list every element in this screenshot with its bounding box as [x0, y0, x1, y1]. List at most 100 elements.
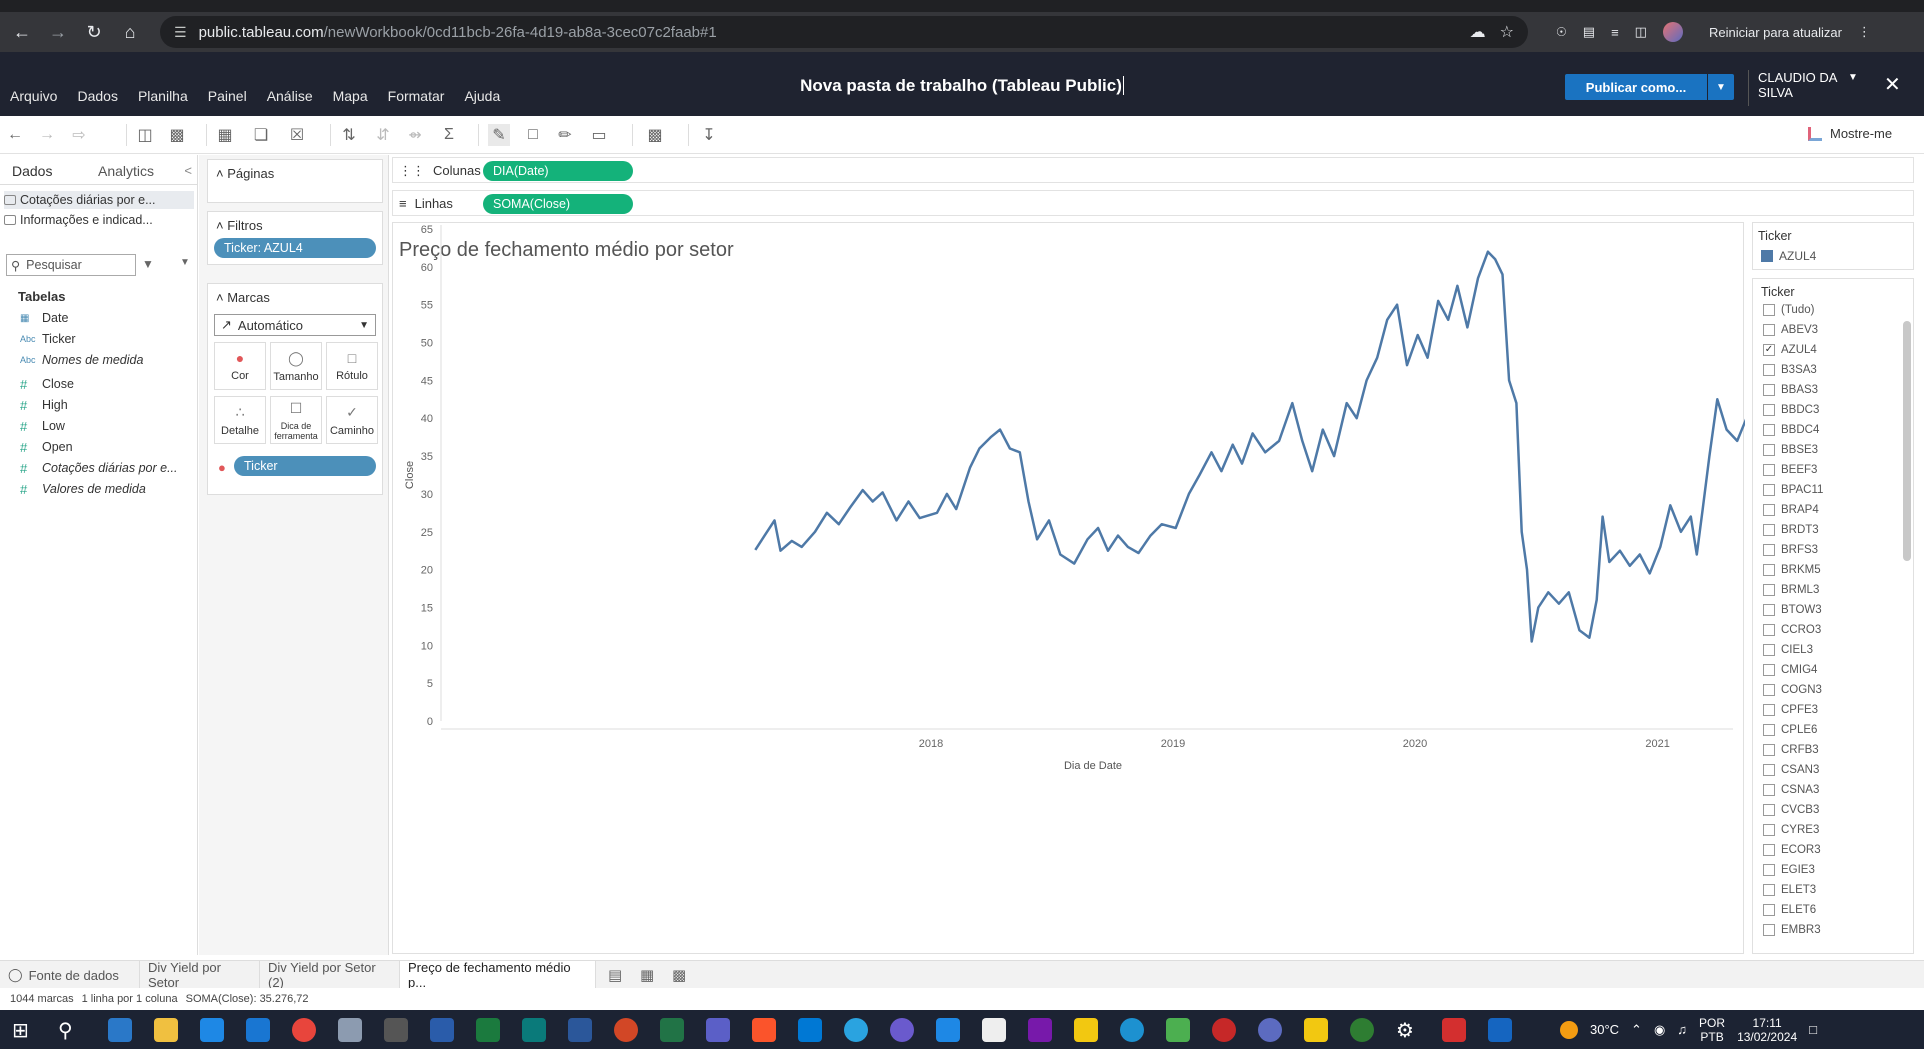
lambda-icon[interactable]	[1166, 1018, 1190, 1042]
show-me-button[interactable]: Mostre-me	[1808, 126, 1892, 141]
app-icon[interactable]	[890, 1018, 914, 1042]
publish-dropdown-icon[interactable]: ▼	[1708, 74, 1734, 100]
field-item[interactable]: # Valores de medida	[20, 481, 146, 497]
temperature[interactable]: 30°C	[1590, 1022, 1620, 1037]
field-item[interactable]: Abc Ticker	[20, 331, 76, 347]
word-icon[interactable]	[568, 1018, 592, 1042]
tooltip-button[interactable]: ☐ Dica de ferramenta	[270, 396, 322, 444]
label-button[interactable]: □ Rótulo	[326, 342, 378, 390]
visio-icon[interactable]	[430, 1018, 454, 1042]
reload-icon[interactable]: ↻	[86, 21, 102, 42]
notifications-icon[interactable]: □	[1809, 1022, 1817, 1037]
onenote-icon[interactable]	[1028, 1018, 1052, 1042]
format-icon[interactable]: ✏	[558, 127, 572, 144]
telegram-icon[interactable]	[844, 1018, 868, 1042]
address-bar[interactable]: ☰ public.tableau.com/newWorkbook/0cd11bc…	[160, 16, 1528, 48]
ticker-option[interactable]: BBAS3	[1763, 381, 1818, 399]
edge-icon[interactable]	[108, 1018, 132, 1042]
duplicate-sheet-icon[interactable]: ❏	[253, 127, 269, 144]
viz-area[interactable]: Preço de fechamento médio por setor 0 5 10…	[392, 222, 1745, 955]
checkbox[interactable]	[1763, 764, 1775, 776]
checkbox[interactable]	[1763, 604, 1775, 616]
datasource-item[interactable]: Informações e indicad...	[4, 211, 194, 229]
search-icon[interactable]: ⚲	[58, 1020, 73, 1042]
language-indicator[interactable]: POR PTB	[1699, 1015, 1726, 1044]
close-icon[interactable]: ✕	[1884, 74, 1901, 96]
ticker-option[interactable]: BBSE3	[1763, 441, 1818, 459]
collapse-icon[interactable]: <	[184, 163, 192, 178]
volume-icon[interactable]: ♫	[1677, 1022, 1688, 1037]
user-name[interactable]: CLAUDIO DA SILVA	[1758, 70, 1837, 100]
highlight-icon[interactable]: ✎	[488, 124, 510, 146]
settings-icon[interactable]: ⚙	[1396, 1020, 1414, 1042]
checkbox[interactable]	[1763, 544, 1775, 556]
ticker-option[interactable]: CYRE3	[1763, 821, 1819, 839]
new-story-icon[interactable]: ▩	[672, 967, 687, 984]
chevron-up-icon[interactable]: ⌃	[1631, 1021, 1642, 1037]
excel-icon[interactable]	[660, 1018, 684, 1042]
kebab-menu-icon[interactable]: ⋮	[1857, 24, 1871, 39]
menu-item[interactable]: Análise	[266, 88, 313, 104]
line-chart[interactable]: 0 5 10 15 20 25 30 35 40 45 50 55 60 65 2018 2019 2020 20…	[393, 223, 1745, 955]
labels-icon[interactable]: □	[528, 126, 538, 143]
checkbox[interactable]	[1763, 644, 1775, 656]
new-datasource-icon[interactable]: ◫	[137, 127, 153, 144]
r-icon[interactable]	[1258, 1018, 1282, 1042]
ticker-option[interactable]: ✓ AZUL4	[1763, 341, 1817, 359]
fit-icon[interactable]: ▭	[591, 127, 607, 144]
vscode-icon[interactable]	[798, 1018, 822, 1042]
reading-list-icon[interactable]: ≡	[1611, 24, 1619, 40]
tab-analytics[interactable]: Analytics	[98, 163, 155, 179]
side-panel-icon[interactable]: ◫	[1634, 24, 1647, 39]
detail-button[interactable]: ∴ Detalhe	[214, 396, 266, 444]
color-button[interactable]: ● Cor	[214, 342, 266, 390]
checkbox[interactable]: ✓	[1763, 344, 1775, 356]
pause-updates-icon[interactable]: ▩	[169, 127, 185, 144]
field-item[interactable]: # Cotações diárias por e...	[20, 460, 178, 476]
checkbox[interactable]	[1763, 484, 1775, 496]
weather-icon[interactable]	[1560, 1020, 1578, 1039]
checkbox[interactable]	[1763, 684, 1775, 696]
checkbox[interactable]	[1763, 584, 1775, 596]
checkbox[interactable]	[1763, 884, 1775, 896]
checkbox[interactable]	[1763, 624, 1775, 636]
checkbox[interactable]	[1763, 524, 1775, 536]
swap-icon[interactable]: ⇅	[342, 127, 356, 144]
menu-item[interactable]: Mapa	[332, 88, 368, 104]
ticker-option[interactable]: CCRO3	[1763, 621, 1821, 639]
filter-icon[interactable]: ▼	[142, 257, 154, 271]
pages-shelf[interactable]: ˄ Páginas	[207, 159, 383, 203]
sheet-tab[interactable]: Div Yield por Setor	[140, 960, 260, 990]
ticker-option[interactable]: ELET3	[1763, 881, 1816, 899]
field-item[interactable]: Abc Nomes de medida	[20, 352, 143, 368]
app-icon[interactable]	[384, 1018, 408, 1042]
ticker-option[interactable]: EGIE3	[1763, 861, 1815, 879]
tab-data-source[interactable]: ◯ Fonte de dados	[0, 961, 140, 989]
clear-sheet-icon[interactable]: ☒	[289, 127, 305, 144]
project-icon[interactable]	[476, 1018, 500, 1042]
brave-icon[interactable]	[752, 1018, 776, 1042]
chart-title[interactable]: Preço de fechamento médio por setor	[399, 239, 734, 261]
new-dashboard-icon[interactable]: ▦	[640, 967, 655, 984]
filter-pill[interactable]: Ticker: AZUL4	[214, 238, 376, 258]
field-item[interactable]: # Open	[20, 439, 73, 455]
rows-pill[interactable]: SOMA(Close)	[483, 194, 633, 214]
presentation-icon[interactable]: ▩	[647, 127, 663, 144]
ticker-option[interactable]: CIEL3	[1763, 641, 1813, 659]
ticker-option[interactable]: ABEV3	[1763, 321, 1818, 339]
chevron-down-icon[interactable]: ▼	[180, 257, 190, 268]
checkbox[interactable]	[1763, 384, 1775, 396]
checkbox[interactable]	[1763, 844, 1775, 856]
checkbox[interactable]	[1763, 724, 1775, 736]
back-icon[interactable]: ←	[13, 21, 31, 42]
windows-start-icon[interactable]: ⊞	[12, 1020, 29, 1042]
menu-item[interactable]: Planilha	[137, 88, 188, 104]
filters-shelf[interactable]: ˄ Filtros Ticker: AZUL4	[207, 211, 383, 265]
sheet-tab-active[interactable]: Preço de fechamento médio p...	[400, 960, 596, 990]
field-item[interactable]: # Low	[20, 418, 65, 434]
ticker-option[interactable]: BEEF3	[1763, 461, 1817, 479]
menu-item[interactable]: Ajuda	[464, 88, 501, 104]
replay-icon[interactable]: ⇨	[72, 127, 86, 144]
ticker-option[interactable]: BBDC4	[1763, 421, 1819, 439]
home-icon[interactable]: ⌂	[124, 21, 136, 42]
